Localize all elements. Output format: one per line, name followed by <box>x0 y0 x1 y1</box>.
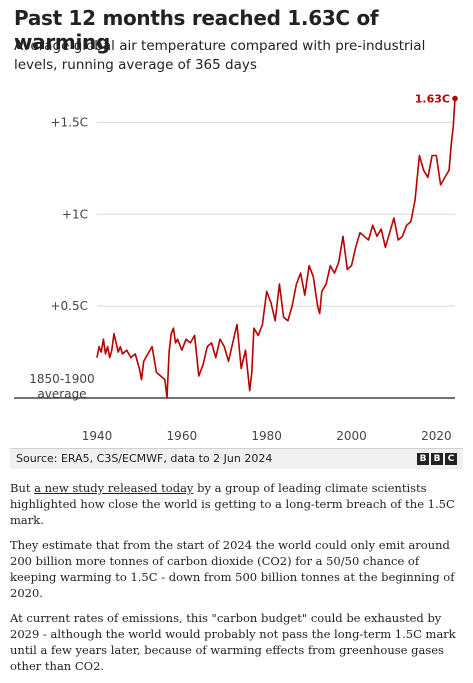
chart-title: Past 12 months reached 1.63C of warming <box>14 6 379 54</box>
article-paragraph: But a new study released today by a grou… <box>10 480 465 528</box>
latest-value-label: 1.63C <box>415 93 450 106</box>
y-tick-label: +1.5C <box>50 115 88 129</box>
p1-after: by a group of leading climate scientists… <box>10 481 455 527</box>
bbc-logo: B B C <box>417 453 457 465</box>
source-bar: Source: ERA5, C3S/ECMWF, data to 2 Jun 2… <box>10 448 463 469</box>
logo-letter: B <box>431 453 443 465</box>
p1-before: But <box>10 481 35 495</box>
article-paragraph: They estimate that from the start of 202… <box>10 538 455 600</box>
x-tick-label: 2020 <box>421 429 452 443</box>
source-text: Source: ERA5, C3S/ECMWF, data to 2 Jun 2… <box>16 452 273 465</box>
temperature-chart: 1850-1900 average +0.5C +1C +1.5C 1940 1960 198… <box>14 93 458 443</box>
x-tick-label: 1960 <box>167 429 198 443</box>
y-tick-label: +1C <box>62 207 88 221</box>
article-body: But a new study released today by a grou… <box>10 480 465 683</box>
latest-value-point <box>452 95 458 102</box>
logo-letter: C <box>445 453 457 465</box>
article-paragraph: At current rates of emissions, this "car… <box>10 611 456 673</box>
logo-letter: B <box>417 453 429 465</box>
x-tick-label: 1980 <box>251 429 282 443</box>
chart-subtitle: Average global air temperature compared … <box>14 38 426 73</box>
x-tick-label: 1940 <box>82 429 113 443</box>
y-tick-label: 1850-1900 average <box>29 372 94 401</box>
y-tick-label: +0.5C <box>50 299 88 313</box>
x-tick-label: 2000 <box>336 429 367 443</box>
study-link[interactable]: a new study released today <box>34 481 194 495</box>
temperature-series-line <box>96 98 456 399</box>
